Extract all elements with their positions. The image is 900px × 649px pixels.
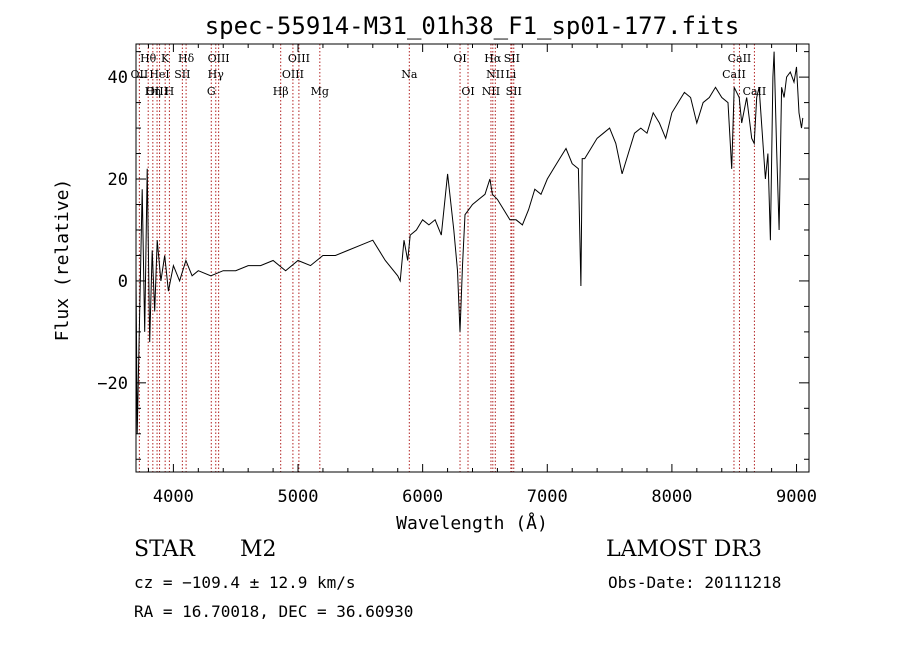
line-label-21: NII bbox=[486, 68, 504, 81]
spectral-line-markers bbox=[138, 44, 755, 472]
spectrum-line bbox=[135, 51, 804, 434]
line-label-2: OIII bbox=[146, 85, 168, 98]
line-label-8: H bbox=[165, 85, 175, 98]
line-label-12: OIII bbox=[288, 52, 310, 65]
line-label-10: Hγ bbox=[208, 68, 225, 81]
x-tick-label-4000: 4000 bbox=[153, 487, 194, 507]
line-label-22: Li bbox=[505, 68, 516, 81]
y-tick-label-20: 20 bbox=[108, 170, 128, 190]
y-axis-ticks: −20 0 20 40 bbox=[97, 51, 809, 460]
line-label-14: Hβ bbox=[273, 85, 289, 98]
y-tick-label-40: 40 bbox=[108, 68, 128, 88]
line-label-17: OI bbox=[453, 52, 466, 65]
line-label-18: OI bbox=[461, 85, 474, 98]
x-axis-ticks: 4000 5000 6000 7000 8000 9000 bbox=[147, 44, 817, 507]
y-tick-label-0: 0 bbox=[118, 272, 128, 292]
line-label-3: K bbox=[161, 52, 170, 65]
x-tick-label-5000: 5000 bbox=[278, 487, 319, 507]
chart-title: spec-55914-M31_01h38_F1_sp01-177.fits bbox=[205, 12, 740, 40]
line-label-16: Na bbox=[401, 68, 418, 81]
line-label-25: CaII bbox=[728, 52, 752, 65]
x-tick-label-7000: 7000 bbox=[527, 487, 568, 507]
x-axis-label: Wavelength (Å) bbox=[396, 512, 548, 534]
line-label-6: Hδ bbox=[178, 52, 195, 65]
line-label-5: Hη bbox=[145, 85, 161, 98]
line-label-9: OIII bbox=[208, 52, 230, 65]
coordinates: RA = 16.70018, DEC = 36.60930 bbox=[134, 602, 414, 621]
line-label-19: Hα bbox=[484, 52, 502, 65]
line-label-0: Hθ bbox=[140, 52, 157, 65]
line-label-7: SII bbox=[174, 68, 190, 81]
x-tick-label-8000: 8000 bbox=[651, 487, 692, 507]
redshift-velocity: cz = −109.4 ± 12.9 km/s bbox=[134, 573, 356, 592]
line-label-13: OIII bbox=[282, 68, 304, 81]
x-tick-label-6000: 6000 bbox=[402, 487, 443, 507]
observation-date: Obs-Date: 20111218 bbox=[608, 573, 782, 592]
line-label-27: CaII bbox=[743, 85, 767, 98]
line-label-23: NII bbox=[482, 85, 500, 98]
line-label-20: SII bbox=[504, 52, 520, 65]
line-label-24: SII bbox=[506, 85, 522, 98]
y-axis-label: Flux (relative) bbox=[52, 179, 73, 342]
line-label-1: OII bbox=[131, 68, 149, 81]
object-subclass: M2 bbox=[240, 537, 277, 562]
line-label-4: HeI bbox=[149, 68, 169, 81]
object-class: STAR bbox=[134, 537, 195, 562]
survey-name: LAMOST DR3 bbox=[606, 537, 762, 562]
line-label-11: G bbox=[207, 85, 216, 98]
x-tick-label-9000: 9000 bbox=[776, 487, 817, 507]
line-label-26: CaII bbox=[722, 68, 746, 81]
y-tick-label--20: −20 bbox=[97, 374, 128, 394]
line-label-15: Mg bbox=[311, 85, 329, 98]
plot-frame bbox=[135, 43, 810, 473]
